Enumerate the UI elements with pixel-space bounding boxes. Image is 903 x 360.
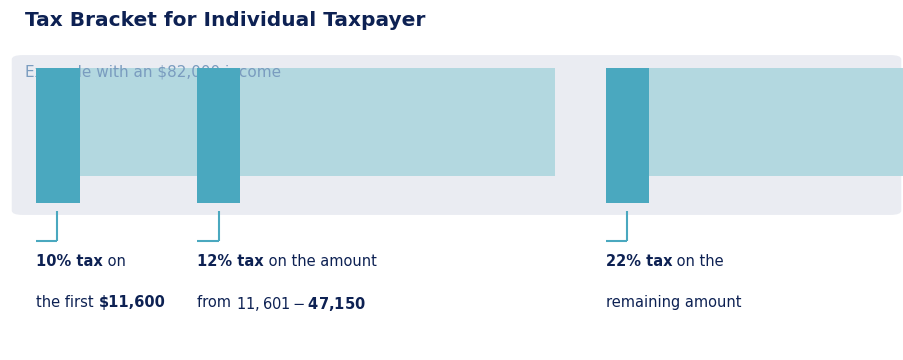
Text: Tax Bracket for Individual Taxpayer: Tax Bracket for Individual Taxpayer — [25, 11, 425, 30]
Bar — [79, 68, 206, 176]
Text: 22% tax: 22% tax — [605, 254, 672, 269]
FancyBboxPatch shape — [12, 55, 900, 215]
Text: remaining amount: remaining amount — [605, 295, 740, 310]
Text: 12% tax: 12% tax — [197, 254, 264, 269]
Bar — [36, 68, 79, 203]
Text: $11,600: $11,600 — [98, 295, 165, 310]
Text: the first: the first — [36, 295, 98, 310]
Text: Example with an $82,000 income: Example with an $82,000 income — [25, 65, 281, 80]
Bar — [197, 68, 240, 203]
Text: 10% tax: 10% tax — [36, 254, 103, 269]
Bar — [605, 68, 648, 203]
Bar — [648, 68, 903, 176]
Text: on: on — [103, 254, 126, 269]
Text: on the amount: on the amount — [264, 254, 377, 269]
Text: from: from — [197, 295, 236, 310]
Text: on the: on the — [672, 254, 723, 269]
Text: $11,601-$47,150: $11,601-$47,150 — [236, 295, 365, 313]
Bar — [240, 68, 554, 176]
